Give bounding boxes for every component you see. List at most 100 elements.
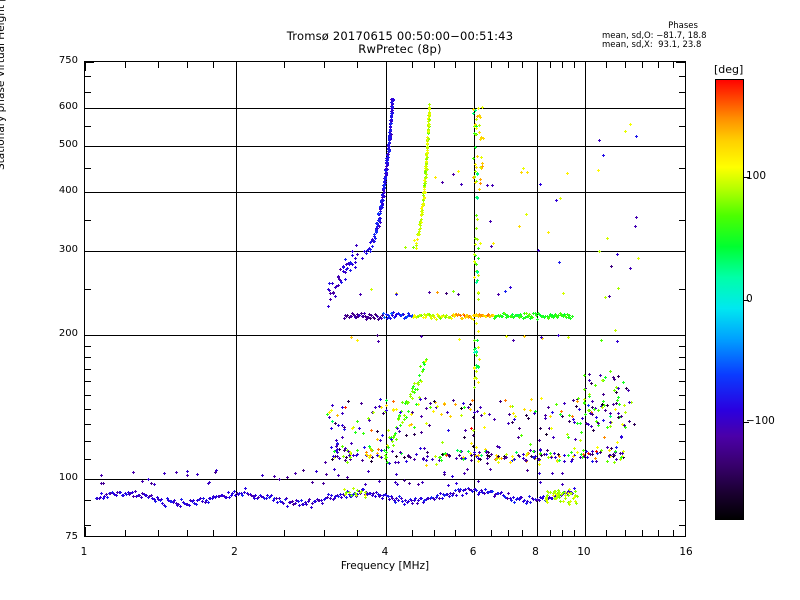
data-point [327,282,331,285]
data-point [483,425,487,429]
data-point [311,501,315,505]
data-point [425,167,429,171]
data-point [514,498,518,502]
data-point [191,499,195,503]
data-point [582,374,586,378]
data-point [576,397,580,401]
data-point [290,500,294,504]
data-point [423,363,427,367]
data-point [459,488,463,492]
data-point [599,373,603,377]
data-point [476,238,480,242]
ytick-right-200 [676,335,685,336]
data-point [373,494,377,498]
data-point [347,450,351,454]
data-point [613,378,617,382]
data-point [421,316,425,320]
data-point [555,313,559,317]
data-point [471,318,475,322]
data-point [416,380,420,384]
data-point [413,433,416,437]
data-point [390,104,394,108]
data-point [475,173,479,177]
data-point [476,278,480,282]
data-point [106,495,110,499]
data-point [505,452,508,456]
data-point [476,339,480,343]
xtick-top-7.5 [522,62,523,68]
data-point [533,410,537,414]
data-point [214,468,218,472]
colorbar-unit-label: [deg] [713,63,745,76]
data-point [355,420,359,424]
data-point [473,454,477,458]
data-point [531,315,535,319]
data-point [457,293,461,297]
data-point [369,248,373,252]
ytick-110 [85,459,91,460]
data-point [449,316,453,320]
data-point [390,97,394,101]
data-point [371,315,375,319]
data-point [487,412,491,416]
data-point [345,266,349,270]
data-point [583,454,587,458]
data-point [531,455,535,459]
data-point [540,336,544,340]
data-point [466,314,470,318]
data-point [413,458,417,462]
data-point [348,454,352,458]
data-point [386,152,390,156]
data-point [367,315,371,319]
data-point [468,488,472,492]
data-point [342,269,346,273]
data-point [354,494,358,498]
data-point [548,496,552,500]
data-point [476,171,480,175]
data-point [489,219,493,223]
data-point [507,421,511,425]
data-point [559,493,563,497]
data-point [417,499,421,503]
data-point [594,420,598,424]
data-point [563,315,567,319]
data-point [467,316,471,320]
data-point [504,455,508,459]
data-point [351,254,355,258]
xtick-top-6 [474,62,475,71]
data-point [620,414,624,418]
data-point [436,404,440,408]
data-point [383,493,387,497]
data-point [612,453,616,457]
gridline-x-2 [236,62,237,536]
data-point [407,482,411,486]
data-point [306,500,310,504]
data-point [458,338,462,342]
data-point [382,312,386,316]
data-point [479,156,483,160]
data-point [266,494,270,498]
data-point [473,242,477,246]
data-point [386,494,390,498]
data-point [455,313,459,317]
data-point [445,291,449,295]
ytick-140 [85,409,91,410]
data-point [285,476,289,480]
data-point [428,111,432,115]
data-point [391,400,395,404]
data-point [538,480,542,484]
data-point [394,454,398,458]
data-point [331,497,335,501]
data-point [449,414,453,418]
data-point [448,315,452,319]
data-point [608,370,612,374]
data-point [346,490,350,494]
data-point [402,413,406,417]
data-point [495,315,499,319]
data-point [97,497,101,501]
data-point [433,316,437,320]
data-point [343,493,347,497]
data-point [587,451,591,455]
data-point [446,411,450,415]
data-point [584,386,588,390]
